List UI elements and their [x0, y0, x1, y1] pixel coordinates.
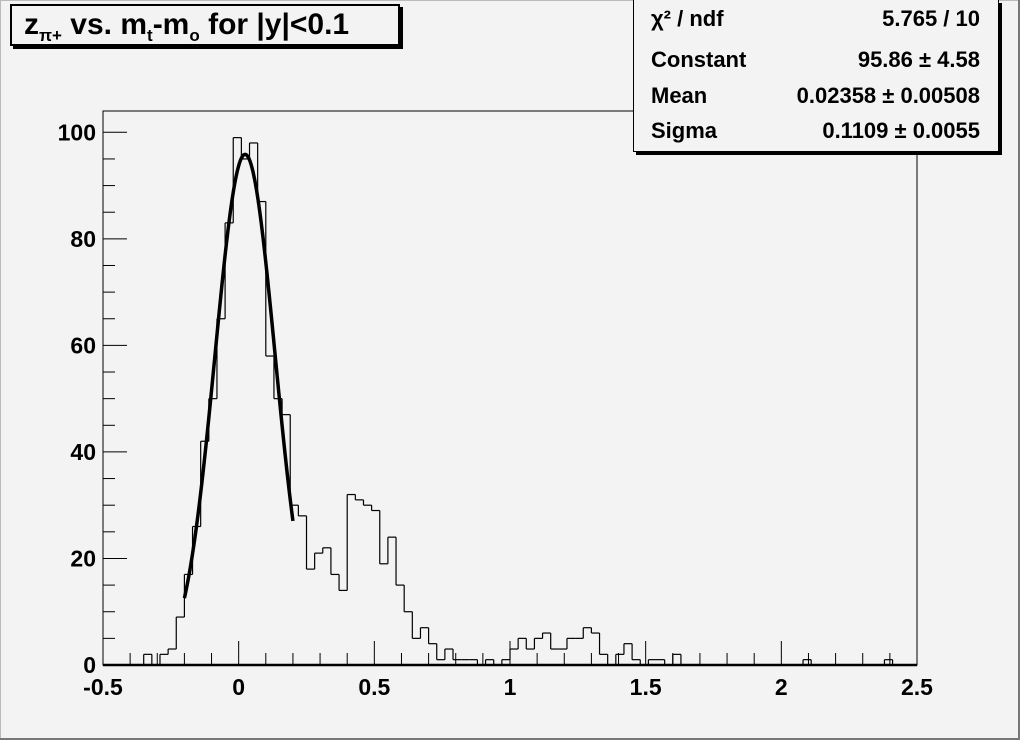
- stats-row-mean: Mean 0.02358 ± 0.00508: [651, 79, 980, 113]
- stats-row-constant: Constant 95.86 ± 4.58: [651, 43, 980, 77]
- x-tick-label: 1.5: [630, 674, 662, 700]
- y-tick-label: 40: [70, 439, 96, 465]
- histogram-bins: [143, 137, 894, 665]
- x-tick-label: 0.5: [358, 674, 390, 700]
- stats-row-chi2: χ² / ndf 5.765 / 10: [651, 2, 980, 36]
- title-text: -m: [152, 8, 190, 41]
- stats-label: Sigma: [651, 118, 718, 143]
- x-tick-label: 1: [504, 674, 517, 700]
- y-tick-label: 60: [70, 332, 96, 358]
- y-tick-label: 80: [70, 226, 96, 252]
- stats-label: Constant: [651, 47, 747, 72]
- title-subscript: π+: [39, 26, 62, 45]
- title-text: z: [24, 8, 39, 41]
- title-text: for |y|<0.1: [199, 8, 350, 41]
- x-tick-label: 2.5: [901, 674, 933, 700]
- stats-value: 95.86 ± 4.58: [857, 47, 980, 72]
- x-tick-label: 0: [232, 674, 245, 700]
- stats-label: Mean: [651, 83, 708, 108]
- plot-frame: [102, 110, 918, 666]
- stats-value: 0.02358 ± 0.00508: [796, 83, 980, 108]
- y-tick-label: 20: [70, 545, 96, 571]
- x-tick-label: -0.5: [83, 674, 123, 700]
- title-text: vs. m: [61, 8, 148, 41]
- stats-value: 5.765 / 10: [882, 6, 980, 31]
- gaussian-fit-curve: [182, 152, 295, 599]
- stats-row-sigma: Sigma 0.1109 ± 0.0055: [651, 114, 980, 148]
- x-tick-label: 2: [775, 674, 788, 700]
- stats-label: χ² / ndf: [651, 6, 724, 31]
- histogram-title: zπ+ vs. mt-mo for |y|<0.1: [10, 4, 400, 46]
- stats-value: 0.1109 ± 0.0055: [822, 118, 980, 143]
- y-tick-label: 0: [83, 652, 96, 678]
- title-subscript: o: [189, 26, 200, 45]
- y-tick-label: 100: [58, 119, 96, 145]
- title-subscript: t: [147, 26, 153, 45]
- fit-stats-box: χ² / ndf 5.765 / 10 Constant 95.86 ± 4.58 …: [633, 0, 999, 152]
